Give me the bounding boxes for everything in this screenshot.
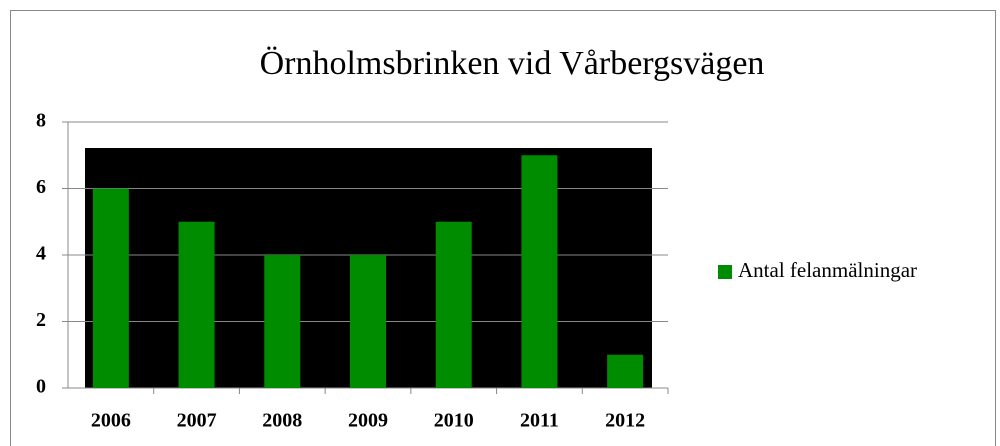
x-tick-label: 2010 (434, 410, 474, 432)
chart-title: Örnholmsbrinken vid Vårbergsvägen (260, 45, 765, 82)
x-tick-label: 2006 (91, 410, 131, 432)
bar (435, 221, 472, 388)
bar (264, 255, 301, 388)
x-tick-label: 2011 (520, 410, 559, 432)
y-tick-label: 0 (36, 376, 46, 398)
bar (521, 155, 558, 388)
legend-label: Antal felanmälningar (738, 258, 917, 282)
bar (350, 255, 386, 388)
x-tick-label: 2007 (177, 410, 217, 432)
legend-swatch (718, 265, 732, 279)
x-tick-label: 2009 (348, 410, 388, 432)
bar (607, 354, 644, 388)
y-tick-label: 2 (36, 309, 46, 331)
x-tick-label: 2012 (605, 410, 645, 432)
bar (92, 188, 129, 388)
y-tick-label: 8 (36, 110, 46, 132)
y-tick-label: 6 (36, 176, 46, 198)
y-tick-label: 4 (36, 243, 46, 265)
x-tick-label: 2008 (262, 410, 302, 432)
bar (178, 221, 215, 388)
